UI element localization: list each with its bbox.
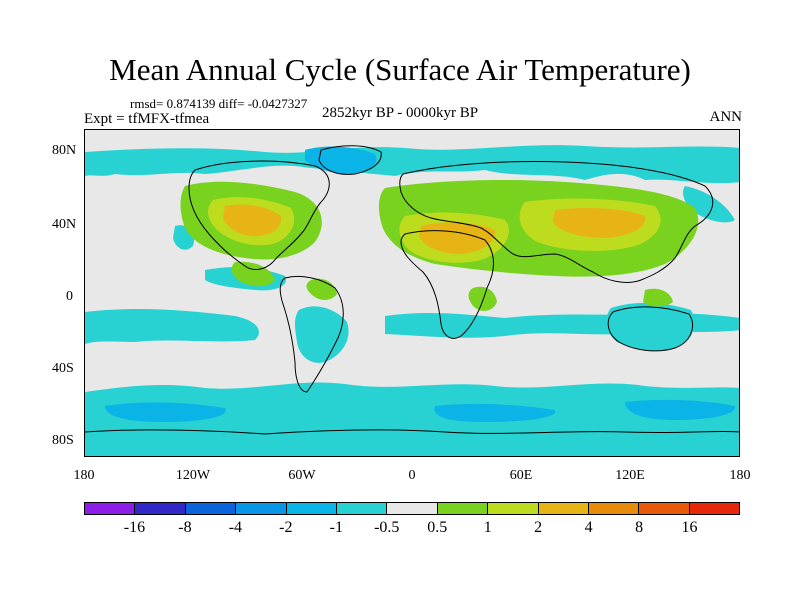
colorbar-swatch-0 [85,503,136,514]
colorbar-swatch-5 [336,503,388,514]
lat-label-0: 0 [66,289,73,304]
indian-ocean-patch [434,403,556,422]
lat-label-40s: 40S [52,361,74,376]
pacific-south-patch [625,399,736,420]
colorbar-swatch-7 [437,503,489,514]
eurasia-coast [399,161,714,283]
colorbar-swatch-12 [689,503,740,514]
lon-label-120e: 120E [615,468,645,483]
colorbar-swatch-6 [387,503,438,514]
lon-label-0: 0 [408,468,416,483]
australia-region [606,302,695,351]
south-pacific-band [85,309,259,344]
antarctica-region [85,427,739,456]
arctic-band [85,145,739,184]
period-label: 2852kyr BP - 0000kyr BP [322,105,479,121]
colorbar [84,502,740,515]
australia-coast [607,306,693,352]
season-label: ANN [709,109,743,125]
southern-ocean-band [85,382,739,436]
southern-deep-patch [105,402,226,422]
greenland-coast [318,145,382,175]
arctic-greenland-patch [305,146,377,174]
cyan-anomaly-regions [85,145,739,456]
colorbar-label: 4 [584,519,593,536]
colorbar-label: 2 [534,519,543,536]
south-america-coast [279,275,344,393]
colorbar-swatch-8 [488,503,539,514]
lat-label-80n: 80N [52,143,77,158]
colorbar-label: -8 [178,519,192,536]
light-blue-anomaly-regions [105,146,736,422]
asia-orange [553,208,646,238]
colorbar-label: 0.5 [427,519,448,536]
colorbar-label: -1 [329,519,343,536]
stats-text: rmsd= 0.874139 diff= -0.0427327 [130,96,308,111]
map-panel [84,129,740,457]
colorbar-swatch-2 [185,503,237,514]
south-america-patch [295,306,349,363]
colorbar-label: -16 [123,519,146,536]
north-america-coast [188,160,330,270]
lat-label-40n: 40N [52,217,77,232]
lon-label-180w: 180 [73,468,95,483]
anomaly-map [85,130,739,456]
colorbar-label: -2 [279,519,293,536]
africa-coast [400,230,494,339]
lon-label-60e: 60E [509,468,533,483]
chart-title: Mean Annual Cycle (Surface Air Temperatu… [109,52,691,87]
coastlines [85,145,739,435]
colorbar-swatch-9 [538,503,589,514]
africa-east-patch [468,286,497,311]
lon-label-120w: 120W [175,468,211,483]
north-pacific-patch [683,186,735,223]
colorbar-label: 1 [483,519,492,536]
colorbar-label: -4 [228,519,243,536]
colorbar-swatch-1 [135,503,186,514]
colorbar-swatch-3 [236,503,287,514]
colorbar-label: 8 [635,519,644,536]
lon-label-60w: 60W [288,468,316,483]
colorbar-swatch-4 [286,503,337,514]
colorbar-swatch-10 [588,503,640,514]
orange-anomaly-regions [223,204,646,254]
us-orange [223,204,282,236]
colorbar-swatch-11 [639,503,690,514]
antarctica-coast [85,429,739,435]
colorbar-label: 16 [681,519,698,536]
lat-label-80s: 80S [52,433,74,448]
experiment-label: Expt = tfMFX-tfmea [84,111,210,127]
lon-label-180e: 180 [729,468,751,483]
colorbar-label: -0.5 [374,519,400,536]
bay-patch [643,288,673,307]
